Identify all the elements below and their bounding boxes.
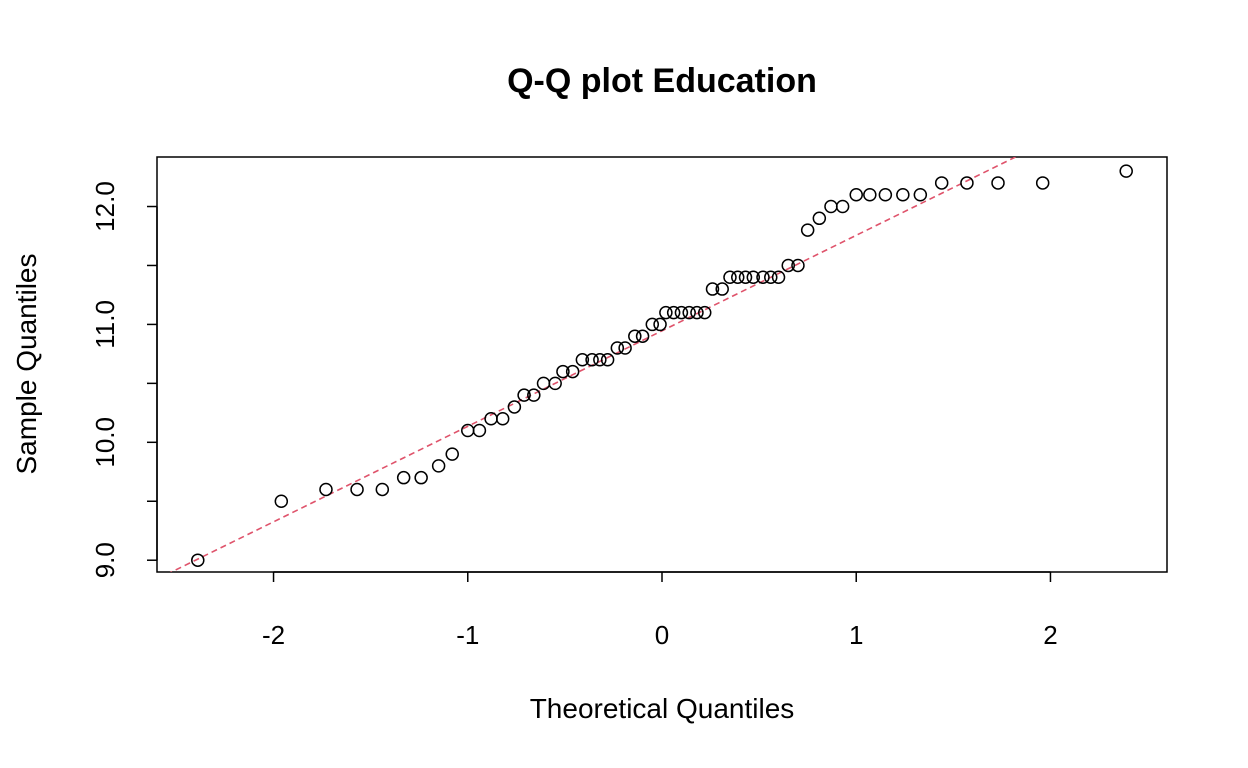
data-point bbox=[517, 388, 531, 402]
data-point bbox=[824, 199, 838, 214]
data-point bbox=[674, 305, 689, 320]
data-point bbox=[715, 282, 729, 296]
points-layer bbox=[191, 164, 1133, 567]
data-point bbox=[635, 329, 650, 343]
data-point bbox=[659, 305, 673, 320]
data-point bbox=[593, 353, 607, 367]
data-point bbox=[653, 317, 667, 332]
data-point bbox=[849, 187, 863, 202]
y-tick-label: 10.0 bbox=[90, 417, 120, 468]
y-tick-label: 12.0 bbox=[90, 181, 120, 232]
data-point bbox=[666, 305, 681, 320]
data-point bbox=[431, 459, 446, 473]
data-point bbox=[705, 282, 720, 296]
data-point bbox=[791, 258, 805, 273]
data-point bbox=[585, 353, 599, 367]
data-point bbox=[600, 353, 615, 367]
data-point bbox=[396, 470, 411, 485]
data-point bbox=[495, 411, 510, 426]
data-point bbox=[835, 199, 850, 214]
data-point bbox=[472, 423, 487, 438]
data-point bbox=[548, 376, 562, 391]
data-point bbox=[771, 270, 786, 285]
x-tick-label: 2 bbox=[1043, 620, 1057, 650]
y-tick-label: 11.0 bbox=[90, 300, 120, 349]
y-tick-label: 9.0 bbox=[90, 542, 120, 578]
data-point bbox=[628, 329, 642, 343]
data-point bbox=[896, 187, 910, 202]
x-tick-label: 0 bbox=[655, 620, 669, 650]
data-point bbox=[536, 376, 551, 391]
data-point bbox=[934, 176, 949, 190]
data-point bbox=[746, 270, 761, 285]
data-point bbox=[445, 447, 459, 461]
data-point bbox=[764, 270, 778, 285]
x-tick-label: 1 bbox=[849, 620, 863, 650]
data-point bbox=[682, 305, 696, 320]
data-point bbox=[350, 482, 364, 497]
data-point bbox=[738, 270, 753, 285]
data-point bbox=[1119, 164, 1133, 178]
data-point bbox=[565, 364, 580, 379]
chart-title: Q-Q plot Education bbox=[507, 62, 817, 100]
data-point bbox=[756, 270, 770, 285]
data-point bbox=[781, 258, 795, 273]
x-tick-label: -2 bbox=[262, 620, 285, 650]
x-tick-label: -1 bbox=[456, 620, 479, 650]
data-point bbox=[690, 305, 704, 320]
data-point bbox=[527, 388, 541, 402]
data-point bbox=[697, 305, 712, 320]
data-point bbox=[1035, 176, 1050, 190]
y-axis-label: Sample Quantiles bbox=[11, 253, 42, 474]
data-point bbox=[645, 317, 660, 332]
data-point bbox=[812, 211, 827, 226]
data-point bbox=[863, 187, 877, 202]
data-point bbox=[800, 223, 815, 237]
data-point bbox=[618, 341, 632, 355]
data-point bbox=[319, 482, 333, 497]
data-point bbox=[375, 482, 390, 497]
x-axis: -2 -1 0 1 2 bbox=[262, 571, 1058, 650]
data-point bbox=[731, 270, 745, 285]
data-point bbox=[610, 341, 625, 355]
data-point bbox=[913, 187, 928, 202]
data-point bbox=[575, 353, 590, 367]
data-point bbox=[556, 364, 570, 379]
y-axis: 9.0 10.0 11.0 12.0 bbox=[90, 181, 158, 578]
data-point bbox=[991, 176, 1005, 190]
data-point bbox=[191, 553, 205, 567]
x-axis-label: Theoretical Quantiles bbox=[530, 693, 795, 724]
data-point bbox=[274, 494, 289, 509]
data-point bbox=[878, 187, 893, 202]
data-point bbox=[507, 400, 522, 414]
plot-frame bbox=[156, 156, 1168, 573]
data-point bbox=[723, 270, 737, 285]
data-point bbox=[414, 470, 428, 485]
data-point bbox=[960, 176, 974, 190]
